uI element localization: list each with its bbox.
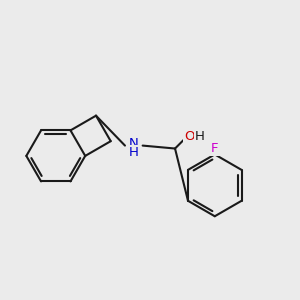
Text: F: F [211, 142, 218, 155]
Text: O: O [184, 130, 195, 143]
Text: N: N [129, 137, 139, 150]
Text: H: H [195, 130, 205, 143]
Text: H: H [129, 146, 139, 159]
